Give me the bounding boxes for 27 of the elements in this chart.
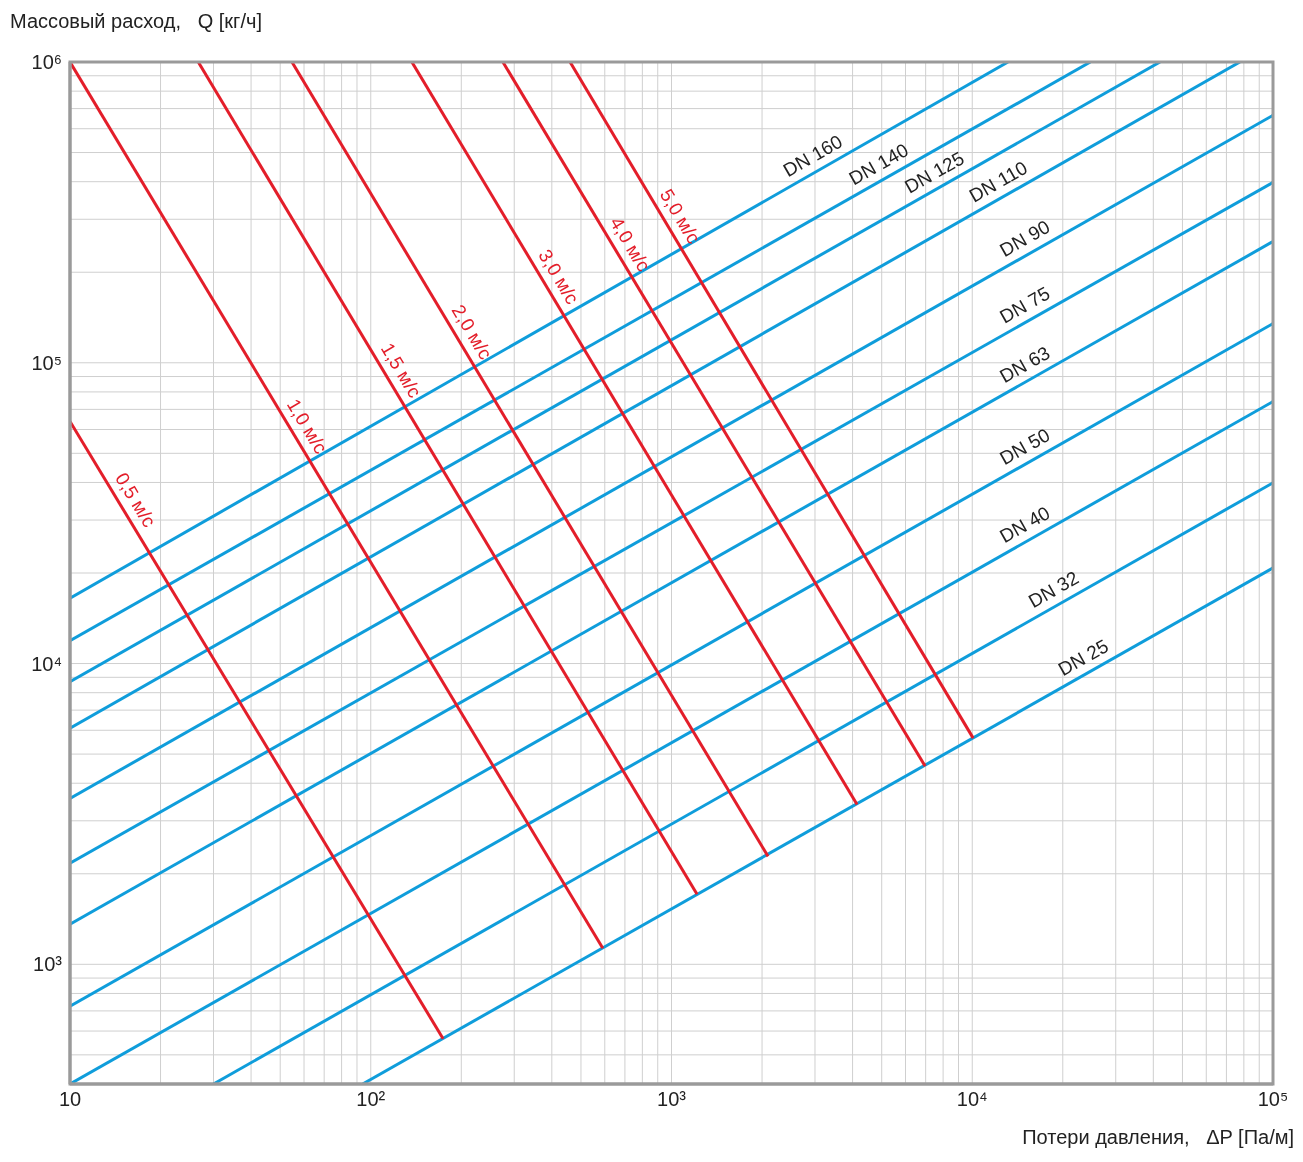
- text: 2,0 м/с: [447, 301, 497, 363]
- y-axis-title: Массовый расход, Q [кг/ч]: [10, 10, 262, 33]
- text: 1,0 м/с: [282, 395, 332, 458]
- text: DN 32: [1024, 567, 1083, 612]
- y-tick-label: 10⁶: [31, 51, 62, 74]
- x-tick-label: 10³: [657, 1088, 687, 1111]
- y-tick-label: 10³: [33, 953, 63, 976]
- y-tick-label: 10⁵: [31, 351, 62, 374]
- x-tick-label: 10²: [356, 1088, 386, 1111]
- text: DN 160: [779, 130, 846, 181]
- text: DN 75: [996, 282, 1054, 328]
- y-tick-label: 10⁴: [31, 652, 62, 675]
- text: DN 40: [996, 502, 1054, 547]
- text: 3,0 м/с: [534, 245, 584, 308]
- x-tick-label: 10⁵: [1257, 1088, 1289, 1111]
- text: 0,5 м/с: [111, 468, 160, 531]
- text: DN 50: [996, 424, 1054, 470]
- text: DN 63: [996, 342, 1054, 387]
- x-tick-label: 10⁴: [956, 1088, 988, 1111]
- x-tick-label: 10: [58, 1088, 82, 1111]
- text: DN 110: [965, 157, 1031, 207]
- x-axis-title: Потери давления, ΔP [Па/м]: [1022, 1126, 1294, 1149]
- text: DN 90: [996, 216, 1054, 261]
- text: 4,0 м/с: [605, 213, 655, 276]
- text: 1,5 м/с: [376, 339, 426, 402]
- text: 5,0 м/с: [655, 185, 705, 248]
- text: DN 25: [1054, 635, 1112, 681]
